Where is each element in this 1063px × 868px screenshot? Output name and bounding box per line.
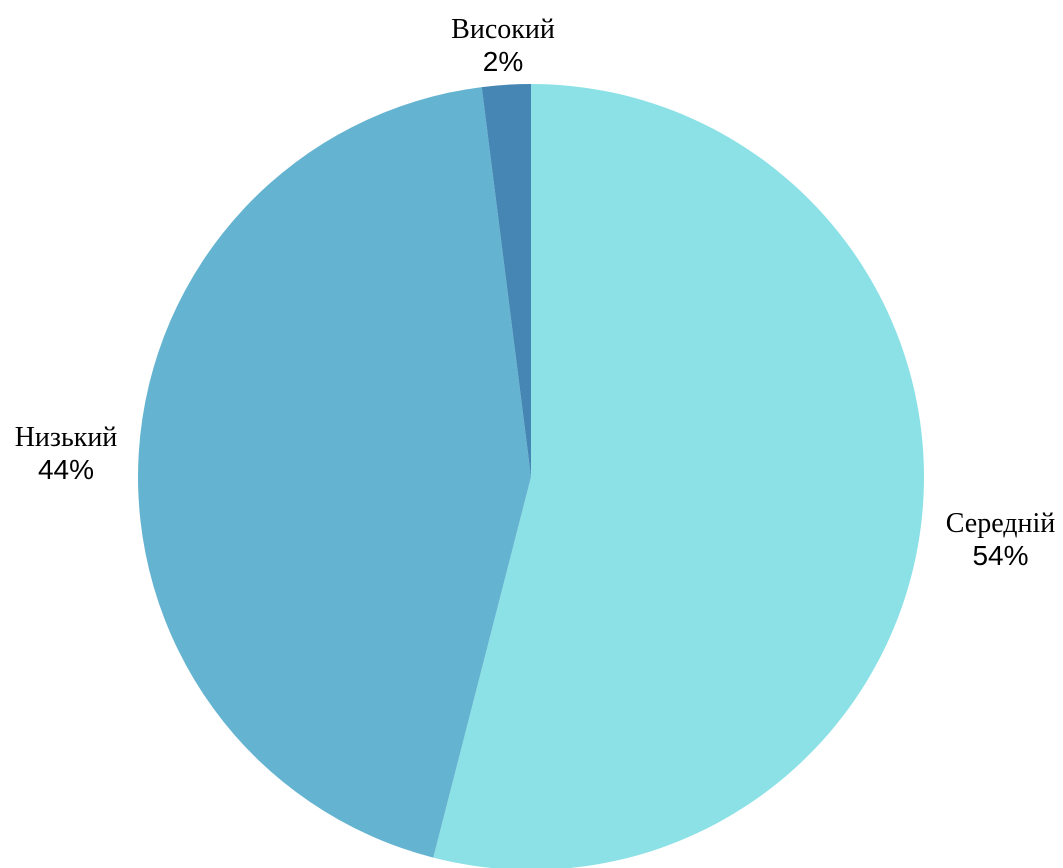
slice-percent-label: 54% xyxy=(972,540,1029,572)
slice-category-label: Низький xyxy=(14,422,118,453)
slice-percent-label: 2% xyxy=(482,46,524,78)
slice-percent-label: 44% xyxy=(37,454,95,486)
slice-label-vysokyi: Високий 2% xyxy=(423,14,583,78)
slice-label-nyzkyi: Низький 44% xyxy=(0,422,132,486)
slice-category-label: Високий xyxy=(451,14,555,45)
slice-category-label: Середній xyxy=(945,508,1056,539)
pie-slice-1 xyxy=(138,87,531,858)
slice-label-seredniy: Середній 54% xyxy=(938,508,1063,572)
pie-slice-2 xyxy=(481,84,531,477)
pie-slice-0 xyxy=(433,84,924,868)
